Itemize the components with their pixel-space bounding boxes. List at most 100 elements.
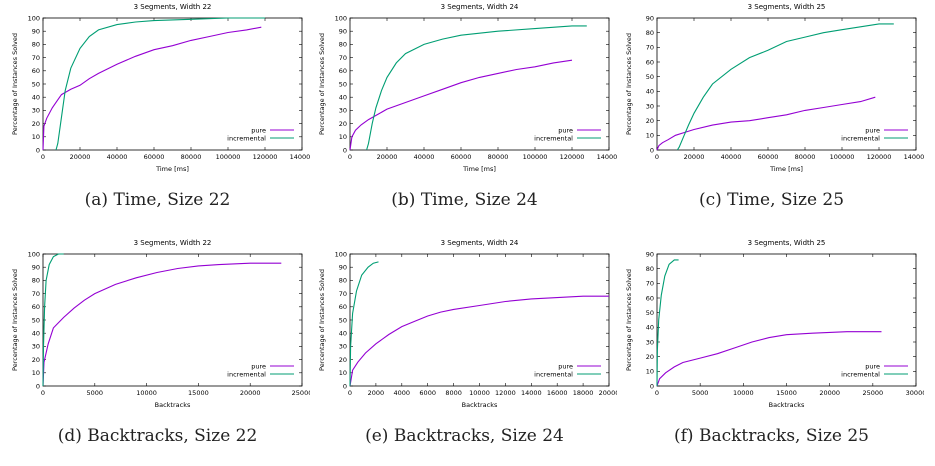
y-tick-label: 80 [646,29,654,37]
y-tick-label: 0 [650,382,654,390]
legend-label-pure: pure [865,362,880,370]
y-tick-label: 50 [32,80,40,88]
x-axis-label: Backtracks [155,401,191,409]
y-tick-label: 20 [32,356,40,364]
x-tick-label: 120000 [867,153,892,161]
y-axis-label: Percentage of Instances Solved [318,33,326,135]
y-tick-label: 40 [339,330,347,338]
y-axis-label: Percentage of Instances Solved [11,269,19,371]
chart-title: 3 Segments, Width 22 [134,3,212,11]
y-tick-label: 100 [28,14,40,22]
x-tick-label: 40000 [414,153,435,161]
y-tick-label: 80 [32,277,40,285]
y-tick-label: 60 [646,58,654,66]
y-tick-label: 70 [646,280,654,288]
chart-title: 3 Segments, Width 24 [441,239,519,247]
x-tick-label: 10000 [136,389,157,397]
series-line-pure [42,26,262,151]
series-line-pure [349,295,609,387]
y-tick-label: 80 [32,41,40,49]
y-tick-label: 90 [32,264,40,272]
x-tick-label: 40000 [107,153,128,161]
series-line-incremental [42,253,64,387]
y-tick-label: 0 [343,146,347,154]
legend-label-pure: pure [558,362,573,370]
series-line-pure [42,262,282,387]
y-axis-label: Percentage of Instances Solved [625,33,633,135]
y-tick-label: 100 [335,14,347,22]
chart-panel-f: 3 Segments, Width 25 0 5000 10000 15000 20000… [619,236,924,466]
chart-f: 3 Segments, Width 25 0 5000 10000 15000 20000… [625,239,924,409]
y-tick-label: 20 [339,120,347,128]
x-tick-label: 0 [41,389,45,397]
chart-panel-e: 3 Segments, Width 24 0 2000 4000 6000 8000 100… [312,236,617,466]
y-tick-label: 50 [646,73,654,81]
chart-a: 3 Segments, Width 22 0 20000 40000 60000 8000… [11,3,310,173]
x-axis-label: Time [ms] [769,165,803,173]
legend-label-incremental: incremental [841,134,880,142]
series-line-incremental [366,25,587,151]
y-axis-label: Percentage of Instances Solved [625,269,633,371]
legend-label-incremental: incremental [534,370,573,378]
caption-f: (f) Backtracks, Size 25 [674,426,869,446]
y-tick-label: 10 [646,368,654,376]
y-tick-label: 50 [339,316,347,324]
y-tick-label: 40 [646,88,654,96]
x-tick-label: 25000 [862,389,883,397]
y-tick-label: 20 [646,353,654,361]
x-tick-label: 60000 [758,153,779,161]
series-line-incremental [349,261,379,387]
chart-panel-c: 3 Segments, Width 25 0 20000 40000 60000 8000… [619,0,924,230]
y-tick-label: 70 [32,290,40,298]
chart-c: 3 Segments, Width 25 0 20000 40000 60000 8000… [625,3,924,173]
x-tick-label: 100000 [216,153,241,161]
chart-title: 3 Segments, Width 22 [134,239,212,247]
series-line-incremental [55,17,265,151]
y-tick-label: 80 [339,41,347,49]
y-tick-label: 70 [646,44,654,52]
x-tick-label: 14000 [521,389,542,397]
x-tick-label: 20000 [599,389,617,397]
x-tick-label: 80000 [488,153,509,161]
x-tick-label: 2000 [368,389,385,397]
x-tick-label: 80000 [181,153,202,161]
y-tick-label: 70 [339,290,347,298]
y-tick-label: 30 [339,107,347,115]
x-tick-label: 0 [655,153,659,161]
caption-e: (e) Backtracks, Size 24 [365,426,564,446]
x-tick-label: 60000 [451,153,472,161]
y-tick-label: 20 [646,117,654,125]
x-tick-label: 12000 [495,389,516,397]
y-tick-label: 20 [339,356,347,364]
y-tick-label: 20 [32,120,40,128]
y-tick-label: 10 [32,133,40,141]
y-tick-label: 30 [646,338,654,346]
y-axis-label: Percentage of Instances Solved [318,269,326,371]
y-tick-label: 50 [339,80,347,88]
y-tick-label: 90 [646,14,654,22]
x-axis-label: Time [ms] [155,165,189,173]
y-tick-label: 80 [339,277,347,285]
y-tick-label: 60 [339,303,347,311]
x-tick-label: 5000 [692,389,709,397]
chart-title: 3 Segments, Width 25 [748,239,826,247]
y-tick-label: 0 [343,382,347,390]
x-tick-label: 0 [655,389,659,397]
series-line-incremental [676,23,894,151]
x-tick-label: 15000 [188,389,209,397]
x-tick-label: 0 [348,389,352,397]
y-tick-label: 40 [646,324,654,332]
chart-b: 3 Segments, Width 24 0 20000 40000 60000 8000… [318,3,617,173]
x-tick-label: 80000 [795,153,816,161]
y-tick-label: 10 [646,132,654,140]
y-tick-label: 100 [28,250,40,258]
y-tick-label: 90 [32,28,40,36]
y-tick-label: 0 [36,382,40,390]
legend-label-incremental: incremental [227,370,266,378]
y-tick-label: 10 [339,369,347,377]
y-tick-label: 30 [32,343,40,351]
y-tick-label: 40 [32,94,40,102]
y-tick-label: 80 [646,265,654,273]
